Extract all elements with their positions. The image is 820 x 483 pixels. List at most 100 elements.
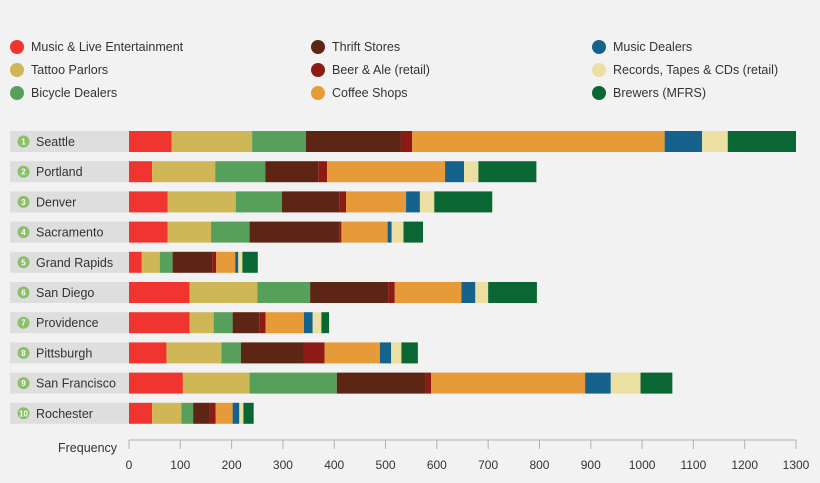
row-label-background: [10, 342, 129, 364]
x-tick-label: 600: [427, 458, 447, 472]
bar-segment-music-live-entertainment: [129, 131, 172, 152]
legend-swatch-icon: [10, 40, 24, 54]
chart-rows: 1 Seattle 2 Portland 3 Denver 4 Sacramento 5 Gran…: [10, 131, 796, 424]
row-seattle: 1 Seattle: [10, 131, 796, 152]
category-label: Grand Rapids: [36, 256, 113, 270]
rank-badge-icon: [17, 256, 30, 269]
row-sacramento: 4 Sacramento: [10, 221, 423, 243]
bar-segment-music-dealers: [379, 342, 392, 364]
rank-number: 10: [19, 409, 28, 418]
rank-badge-icon: [17, 195, 30, 208]
row-label-background: [10, 402, 129, 424]
bar-segment-music-dealers: [303, 312, 313, 334]
bar-segment-brewers-mfrs: [727, 131, 796, 152]
bar-segment-bicycle-dealers: [235, 191, 282, 213]
row-san-diego: 6 San Diego: [10, 282, 537, 303]
x-tick-label: 1200: [731, 458, 758, 472]
bar-segment-beer-ale-retail: [212, 251, 217, 273]
legend-swatch-icon: [10, 86, 24, 100]
bar-segment-coffee-shops: [394, 282, 462, 303]
bar-segment-thrift-stores: [232, 312, 260, 334]
legend-label: Brewers (MFRS): [613, 86, 707, 100]
x-tick-label: 1300: [783, 458, 810, 472]
bar-segment-music-live-entertainment: [129, 402, 153, 424]
row-grand-rapids: 5 Grand Rapids: [10, 251, 258, 273]
bar-segment-records-tapes-cds-retail: [419, 191, 435, 213]
legend-swatch-icon: [311, 63, 325, 77]
bar-segment-coffee-shops: [327, 161, 446, 183]
bar-segment-thrift-stores: [193, 402, 210, 424]
legend-item-beer-ale-retail: Beer & Ale (retail): [311, 63, 430, 77]
bar-segment-coffee-shops: [341, 221, 388, 243]
rank-number: 6: [21, 289, 26, 298]
category-label: Seattle: [36, 135, 75, 149]
row-label-background: [10, 312, 129, 334]
row-portland: 2 Portland: [10, 161, 537, 183]
category-label: Denver: [36, 195, 76, 209]
bar-segment-music-live-entertainment: [129, 282, 190, 303]
bar-segment-bicycle-dealers: [252, 131, 307, 152]
bar-segment-beer-ale-retail: [339, 191, 347, 213]
rank-badge-icon: [17, 407, 30, 420]
bar-segment-brewers-mfrs: [640, 372, 673, 394]
category-label: San Francisco: [36, 377, 116, 391]
bar-segment-coffee-shops: [412, 131, 665, 152]
bar-segment-tattoo-parlors: [167, 221, 212, 243]
bar-segment-thrift-stores: [172, 251, 213, 273]
rank-number: 1: [21, 138, 26, 147]
x-tick-label: 400: [324, 458, 344, 472]
legend-item-thrift-stores: Thrift Stores: [311, 40, 400, 54]
bar-segment-records-tapes-cds-retail: [464, 161, 479, 183]
category-label: Sacramento: [36, 226, 103, 240]
bar-segment-coffee-shops: [431, 372, 586, 394]
x-tick-label: 1100: [680, 458, 706, 472]
category-label: Rochester: [36, 407, 93, 421]
bar-segment-tattoo-parlors: [152, 402, 182, 424]
legend-item-records-tapes-cds-retail: Records, Tapes & CDs (retail): [592, 63, 778, 77]
legend-label: Bicycle Dealers: [31, 86, 118, 100]
bar-segment-brewers-mfrs: [478, 161, 537, 183]
bar-segment-beer-ale-retail: [425, 372, 432, 394]
rank-badge-icon: [17, 286, 30, 299]
x-tick-label: 0: [126, 458, 133, 472]
legend-label: Music & Live Entertainment: [31, 40, 184, 54]
row-label-background: [10, 131, 129, 152]
bar-segment-coffee-shops: [324, 342, 380, 364]
bar-segment-brewers-mfrs: [401, 342, 418, 364]
bar-segment-beer-ale-retail: [339, 221, 342, 243]
bar-segment-music-dealers: [664, 131, 703, 152]
rank-number: 7: [21, 319, 26, 328]
bar-segment-bicycle-dealers: [213, 312, 233, 334]
row-label-background: [10, 251, 129, 273]
bar-segment-beer-ale-retail: [209, 402, 216, 424]
bar-segment-thrift-stores: [281, 191, 340, 213]
x-tick-label: 200: [222, 458, 242, 472]
bar-segment-music-live-entertainment: [129, 161, 153, 183]
row-label-background: [10, 161, 129, 183]
legend-label: Tattoo Parlors: [31, 63, 109, 77]
bar-segment-tattoo-parlors: [167, 191, 236, 213]
bar-segment-beer-ale-retail: [259, 312, 266, 334]
rank-number: 5: [21, 258, 26, 267]
x-tick-label: 500: [376, 458, 396, 472]
x-tick-label: 100: [170, 458, 190, 472]
x-tick-label: 700: [478, 458, 498, 472]
rank-number: 9: [21, 379, 26, 388]
row-san-francisco: 9 San Francisco: [10, 372, 673, 394]
bar-segment-music-live-entertainment: [129, 372, 183, 394]
category-label: Portland: [36, 165, 83, 179]
row-denver: 3 Denver: [10, 191, 493, 213]
bar-segment-tattoo-parlors: [152, 161, 216, 183]
chart-legend: Music & Live Entertainment Tattoo Parlor…: [0, 0, 820, 110]
bar-segment-brewers-mfrs: [243, 402, 254, 424]
legend-item-coffee-shops: Coffee Shops: [311, 86, 408, 100]
bar-segment-beer-ale-retail: [318, 161, 328, 183]
row-pittsburgh: 8 Pittsburgh: [10, 342, 418, 364]
legend-label: Beer & Ale (retail): [332, 63, 430, 77]
row-providence: 7 Providence: [10, 312, 330, 334]
bar-segment-brewers-mfrs: [242, 251, 258, 273]
rank-number: 2: [21, 168, 26, 177]
bar-segment-music-dealers: [406, 191, 420, 213]
bar-segment-thrift-stores: [249, 221, 340, 243]
bar-segment-tattoo-parlors: [182, 372, 250, 394]
